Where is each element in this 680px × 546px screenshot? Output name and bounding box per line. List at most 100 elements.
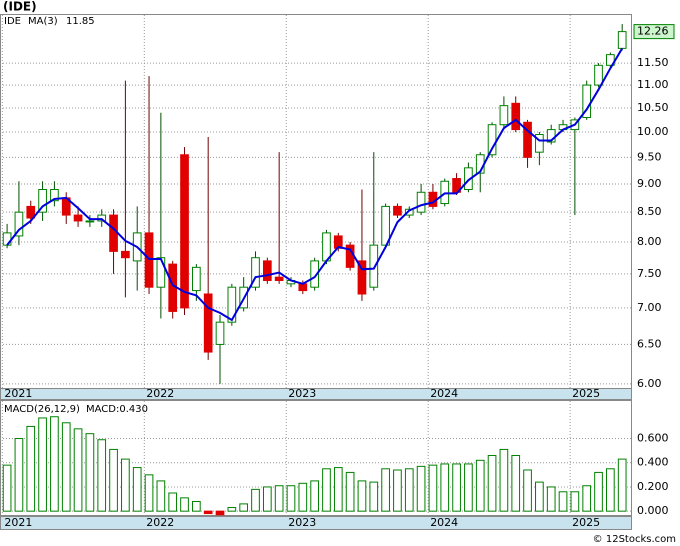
macd-bar: [85, 433, 95, 512]
x-tick-label: 2025: [572, 387, 600, 400]
x-tick-label: 2025: [572, 516, 600, 529]
candle-body: [203, 293, 213, 353]
macd-bar: [121, 458, 130, 512]
macd-bar: [156, 480, 166, 512]
macd-bar: [464, 463, 473, 512]
macd-bar: [546, 486, 556, 512]
candle-body: [262, 260, 272, 281]
macd-bar: [499, 448, 509, 512]
macd-bar: [606, 468, 615, 512]
candle-body: [85, 220, 95, 223]
macd-bar: [322, 468, 331, 512]
candle-body: [144, 232, 154, 288]
y-tick-label: 9.50: [637, 150, 662, 163]
y-tick-label: 8.00: [637, 235, 662, 248]
candle-body: [180, 154, 189, 309]
candle-body: [535, 134, 544, 153]
panel-title: MACD(26,12,9): [4, 404, 80, 415]
macd-bar: [14, 438, 24, 512]
candle-body: [26, 205, 36, 219]
macd-bar: [251, 488, 260, 512]
footer: © 12Stocks.com: [593, 534, 676, 545]
candle-body: [14, 211, 24, 237]
candle-body: [97, 214, 107, 222]
macd-bar: [570, 491, 580, 512]
y-tick-label: 6.00: [637, 377, 662, 390]
macd-bar: [73, 428, 83, 512]
macd-bar: [428, 464, 438, 512]
candle-body: [617, 31, 627, 49]
y-tick-label: 8.50: [637, 205, 662, 218]
macd-bar: [2, 464, 12, 512]
candle-body: [73, 214, 83, 222]
y-tick-label: 10.00: [637, 125, 669, 138]
macd-bar: [310, 480, 319, 512]
y-tick-label: 11.00: [637, 78, 669, 91]
y-tick-label: 10.50: [637, 101, 669, 114]
candle-body: [416, 191, 426, 213]
macd-bar: [109, 448, 118, 512]
macd-bar: [215, 510, 225, 516]
candle-body: [369, 244, 379, 288]
x-tick-label: 2022: [146, 516, 174, 529]
macd-bar: [452, 463, 461, 512]
candle-body: [156, 257, 166, 288]
macd-bar: [192, 500, 201, 512]
candle-body: [404, 208, 414, 216]
candle-body: [274, 276, 284, 281]
macd-bar: [381, 468, 390, 512]
macd-bar: [298, 482, 308, 512]
macd-bar: [475, 459, 485, 512]
x-tick-label: 2024: [430, 387, 458, 400]
macd-bar: [26, 425, 36, 512]
macd-bar: [333, 467, 343, 512]
candle-body: [523, 121, 532, 158]
candle-body: [310, 260, 319, 288]
candle-body: [121, 250, 130, 259]
current-value: MACD:0.430: [86, 404, 148, 415]
candle-body: [227, 286, 237, 323]
candle-body: [251, 257, 260, 288]
candle-body: [38, 188, 47, 213]
candle-body: [50, 188, 59, 202]
macd-bar: [369, 481, 379, 512]
candle-body: [511, 102, 521, 131]
macd-bar: [227, 507, 237, 512]
candle-body: [464, 167, 473, 190]
candle-body: [499, 105, 509, 126]
y-tick-label: 0.600: [637, 432, 669, 445]
y-tick-label: 11.50: [637, 56, 669, 69]
macd-bar: [203, 510, 213, 515]
candle-body: [393, 205, 402, 216]
candle-body: [215, 321, 225, 345]
macd-bar: [440, 463, 450, 512]
macd-bar: [535, 481, 544, 512]
macd-bar: [38, 417, 47, 512]
x-tick-label: 2021: [4, 516, 32, 529]
legend-ma-name: MA(3): [28, 16, 58, 27]
y-tick-label: 7.50: [637, 267, 662, 280]
last-price-label: 12.26: [637, 25, 669, 38]
macd-bar: [582, 485, 592, 512]
y-tick-label: 0.400: [637, 456, 669, 469]
candle-body: [487, 124, 497, 156]
x-axis-strip: [0, 388, 632, 400]
macd-bar: [393, 469, 402, 512]
macd-bar: [50, 416, 59, 512]
macd-bar: [487, 454, 497, 512]
y-tick-label: 0.200: [637, 480, 669, 493]
macd-bar: [594, 471, 603, 512]
candle-body: [357, 260, 367, 295]
macd-bar: [345, 471, 355, 512]
x-tick-label: 2023: [288, 387, 316, 400]
macd-bar: [286, 485, 296, 512]
macd-bar: [144, 474, 154, 512]
macd-bar: [416, 465, 426, 512]
macd-bar: [239, 503, 249, 512]
y-tick-label: 6.50: [637, 337, 662, 350]
x-tick-label: 2021: [4, 387, 32, 400]
candle-body: [192, 266, 201, 292]
ma-line: [6, 47, 624, 322]
macd-bar: [558, 491, 568, 512]
